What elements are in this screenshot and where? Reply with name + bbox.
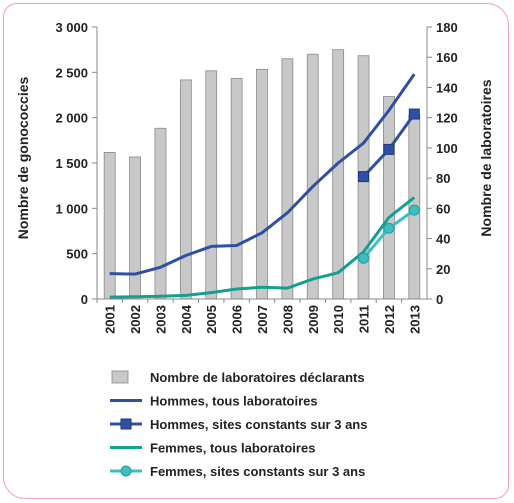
x-ticks-group: 2001 2002 2003 2004 2005 2006 2007 2008 2009 2010…	[96, 299, 422, 334]
legend: Nombre de laboratoires déclarants Hommes,…	[110, 370, 367, 479]
bar-2002	[129, 156, 141, 300]
y-tick-label: 0	[81, 292, 88, 307]
legend-swatch-nombre-de-laboratoires-declarants	[111, 370, 129, 384]
x-tick-label-2006: 2006	[230, 305, 245, 334]
y-tick-label: 1 500	[55, 156, 88, 171]
bar-2009	[306, 53, 319, 300]
y-axis-title: Nombre de gonococcies	[15, 76, 31, 239]
x-tick-label-2011: 2011	[357, 305, 372, 333]
bar-2003	[154, 127, 167, 300]
y2-tick-label: 40	[436, 232, 450, 247]
y2-tick-label: 160	[436, 50, 458, 65]
x-tick-label-2002: 2002	[128, 305, 143, 334]
y2-tick-label: 180	[436, 20, 458, 35]
x-tick-label-2003: 2003	[153, 305, 168, 334]
y-tick-label: 1 000	[55, 201, 88, 216]
y2-tick-label: 120	[436, 111, 458, 126]
y-tick-label: 3 000	[55, 20, 88, 35]
y-tick-label: 2 500	[55, 65, 88, 80]
x-tick-label-2010: 2010	[331, 305, 346, 334]
x-tick-label-2012: 2012	[382, 305, 397, 334]
bars-group	[103, 49, 421, 300]
y-tick-label: 2 000	[55, 111, 88, 126]
y-ticks-group: 0 500 1 000 1 500 2 000 2 500 3 000	[55, 20, 97, 307]
y2-tick-label: 100	[436, 141, 458, 156]
series-line-femmes-tous-laboratoires	[109, 196, 416, 299]
point-hommes-sites-constants-sur-3-ans-2013	[408, 108, 420, 120]
x-tick-label-2007: 2007	[255, 305, 270, 334]
series-line-hommes-tous-laboratoires	[109, 73, 416, 276]
y2-tick-label: 60	[436, 201, 450, 216]
lines-group	[109, 73, 420, 299]
legend-label-nombre-de-laboratoires-declarants: Nombre de laboratoires déclarants	[150, 370, 365, 385]
bar-2012	[383, 96, 395, 300]
bar-2008	[281, 58, 294, 300]
y2-tick-label: 20	[436, 262, 450, 277]
legend-label-hommes-tous-laboratoires: Hommes, tous laboratoires	[150, 394, 318, 409]
x-tick-label-2001: 2001	[103, 305, 118, 334]
point-femmes-sites-constants-sur-3-ans-2013	[408, 204, 420, 216]
legend-swatch-femmes-sites-constants-sur-3-ans-marker	[120, 465, 132, 477]
point-femmes-sites-constants-sur-3-ans-2012	[383, 222, 395, 234]
legend-label-hommes-sites-constants-sur-3-ans: Hommes, sites constants sur 3 ans	[150, 417, 367, 432]
bar-2004	[179, 79, 192, 300]
y-tick-label: 500	[66, 247, 88, 262]
bar-2005	[205, 70, 218, 300]
y2-axis-title: Nombre de laboratoires	[478, 79, 494, 236]
x-tick-label-2008: 2008	[280, 305, 295, 334]
y2-ticks-group: 0 20 40 60 80 100 120 140 160 180	[427, 20, 458, 307]
bar-2001	[103, 152, 116, 300]
legend-label-femmes-tous-laboratoires: Femmes, tous laboratoires	[150, 441, 315, 456]
chart-frame	[3, 3, 509, 499]
legend-label-femmes-sites-constants-sur-3-ans: Femmes, sites constants sur 3 ans	[150, 464, 365, 479]
legend-swatch-hommes-sites-constants-sur-3-ans-marker	[120, 418, 132, 430]
bar-2006	[230, 77, 243, 300]
x-tick-label-2004: 2004	[179, 304, 194, 334]
point-hommes-sites-constants-sur-3-ans-2012	[383, 143, 395, 155]
x-tick-label-2009: 2009	[306, 305, 321, 334]
y2-tick-label: 80	[436, 171, 450, 186]
point-hommes-sites-constants-sur-3-ans-2011	[358, 171, 370, 183]
bar-2010	[332, 49, 345, 300]
point-femmes-sites-constants-sur-3-ans-2011	[358, 252, 370, 264]
bar-2007	[256, 68, 268, 300]
x-tick-label-2005: 2005	[204, 305, 219, 334]
y2-tick-label: 0	[436, 292, 443, 307]
y2-tick-label: 140	[436, 80, 458, 95]
x-tick-label-2013: 2013	[407, 305, 422, 334]
